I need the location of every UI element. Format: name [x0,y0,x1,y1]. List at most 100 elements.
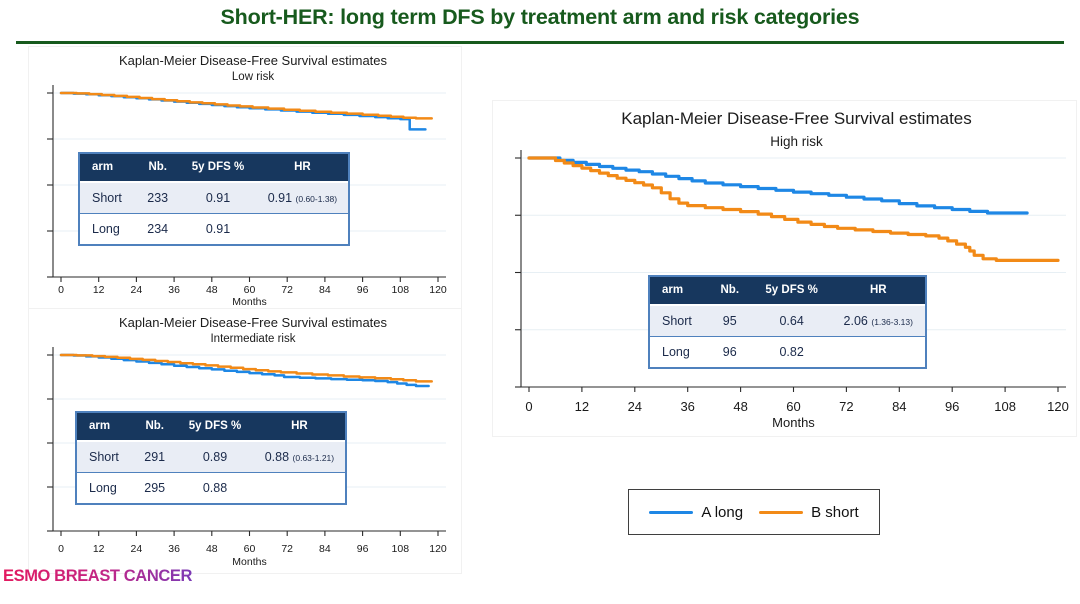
table-header-row: arm Nb. 5y DFS % HR [650,277,925,306]
x-tick-label: 72 [281,284,293,296]
table-cell: Short [662,313,692,328]
table-header-cell: arm [92,160,114,173]
table-header-cell: 5y DFS % [188,419,242,432]
x-tick-label: 0 [58,543,64,555]
table-cell: 0.91 (0.60-1.38) [257,192,348,205]
km-curve-b-short [527,156,1060,262]
x-tick-label: 0 [525,399,532,414]
hr-confidence-interval: (1.36-3.13) [871,316,913,327]
table-cell: 96 [722,344,737,359]
table-cell: 291 [144,449,166,464]
hr-table-low-risk: arm Nb. 5y DFS % HR Short 233 0.91 0.91 … [78,152,350,246]
hr-confidence-interval: (0.60-1.38) [295,193,338,204]
x-tick-label: 36 [168,284,180,296]
table-cell: 295 [144,480,166,495]
x-tick-label: 12 [93,543,105,555]
x-tick-label: 24 [131,284,143,296]
km-curve-b-short [59,91,433,120]
x-axis-label: Months [772,415,815,430]
km-plot-intermediate-risk: 0 12 24 36 48 60 72 84 96 108 120 Months [47,347,447,568]
page-title: Short-HER: long term DFS by treatment ar… [220,5,860,29]
x-tick-label: 24 [628,399,642,414]
legend-label: A long [701,503,744,521]
x-tick-label: 60 [786,399,800,414]
table-row: Short 95 0.64 2.06 (1.36-3.13) [650,306,925,336]
x-tick-label: 84 [319,284,331,296]
chart-title: Kaplan-Meier Disease-Free Survival estim… [621,109,972,128]
x-tick-label: 24 [131,543,143,555]
x-tick-label: 72 [839,399,853,414]
x-tick-label: 96 [357,543,369,555]
legend: A long B short [628,489,880,535]
table-row: Long 295 0.88 [77,472,345,503]
km-plot-high-risk: 0 12 24 36 48 60 72 84 96 108 120 Months [515,150,1069,430]
x-tick-label: 60 [244,284,256,296]
table-cell: Short [92,190,122,205]
table-header-row: arm Nb. 5y DFS % HR [80,154,348,183]
table-cell: 0.88 (0.63-1.21) [254,451,345,464]
table-header-row: arm Nb. 5y DFS % HR [77,413,345,442]
x-tick-label: 108 [392,284,410,296]
table-cell: Long [89,480,117,495]
table-header-cell: 5y DFS % [191,160,245,173]
x-tick-label: 120 [429,543,447,555]
chart-high-risk: Kaplan-Meier Disease-Free Survival estim… [492,100,1077,437]
chart-subtitle: High risk [770,134,823,149]
hr-value: 0.88 [264,449,290,464]
table-cell: 0.89 [202,449,228,464]
x-tick-label: 60 [244,543,256,555]
table-cell: 95 [722,313,737,328]
table-cell: 234 [147,221,169,236]
hr-value: 2.06 [843,313,868,328]
table-cell: Long [92,221,120,236]
table-header-cell: Nb. [145,419,164,432]
table-cell: 0.88 [202,480,228,495]
esmo-breast-cancer-logo: ESMO BREAST CANCER [3,567,192,585]
x-tick-label: 108 [994,399,1016,414]
x-tick-label: 96 [357,284,369,296]
x-tick-label: 108 [392,543,410,555]
x-tick-label: 12 [93,284,105,296]
table-header-cell: Nb. [720,283,740,296]
x-tick-label: 48 [206,543,218,555]
km-curve-a-long [527,156,1029,215]
table-cell: 0.82 [779,344,804,359]
km-curve-a-long [59,91,427,131]
table-header-cell: arm [89,419,111,432]
table-header-cell: 5y DFS % [765,283,818,296]
chart-title: Kaplan-Meier Disease-Free Survival estim… [118,53,388,68]
hr-confidence-interval: (0.63-1.21) [292,452,335,463]
hr-table-intermediate-risk: arm Nb. 5y DFS % HR Short 291 0.89 0.88 … [75,411,347,505]
x-tick-label: 48 [733,399,747,414]
table-header-cell: Nb. [148,160,167,173]
table-header-cell: HR [869,283,887,296]
legend-line-a-long-icon [649,510,694,514]
km-plot-low-risk: 0 12 24 36 48 60 72 84 96 108 120 Months [47,85,447,308]
x-tick-label: 36 [168,543,180,555]
title-divider [16,41,1064,44]
x-tick-label: 84 [892,399,906,414]
table-row: Long 96 0.82 [650,336,925,367]
x-tick-label: 36 [680,399,694,414]
table-row: Long 234 0.91 [80,213,348,244]
x-tick-label: 120 [429,284,447,296]
x-tick-label: 84 [319,543,331,555]
table-cell: 0.91 [205,221,231,236]
legend-item-a-long: A long [649,504,743,521]
chart-subtitle: Intermediate risk [210,333,296,345]
table-cell: 2.06 (1.36-3.13) [832,315,926,328]
table-header-cell: HR [291,419,308,432]
hr-table-high-risk: arm Nb. 5y DFS % HR Short 95 0.64 2.06 (… [648,275,927,369]
x-axis-label: Months [232,556,266,568]
x-tick-label: 12 [575,399,589,414]
km-curve-b-short [59,353,433,383]
table-cell: Short [89,449,119,464]
table-header-cell: HR [294,160,311,173]
legend-line-b-short-icon [759,510,804,514]
x-tick-label: 120 [1047,399,1069,414]
x-tick-label: 0 [58,284,64,296]
chart-subtitle: Low risk [231,71,275,83]
legend-item-b-short: B short [759,504,859,521]
x-axis-label: Months [232,296,266,308]
hr-value: 0.91 [267,190,293,205]
